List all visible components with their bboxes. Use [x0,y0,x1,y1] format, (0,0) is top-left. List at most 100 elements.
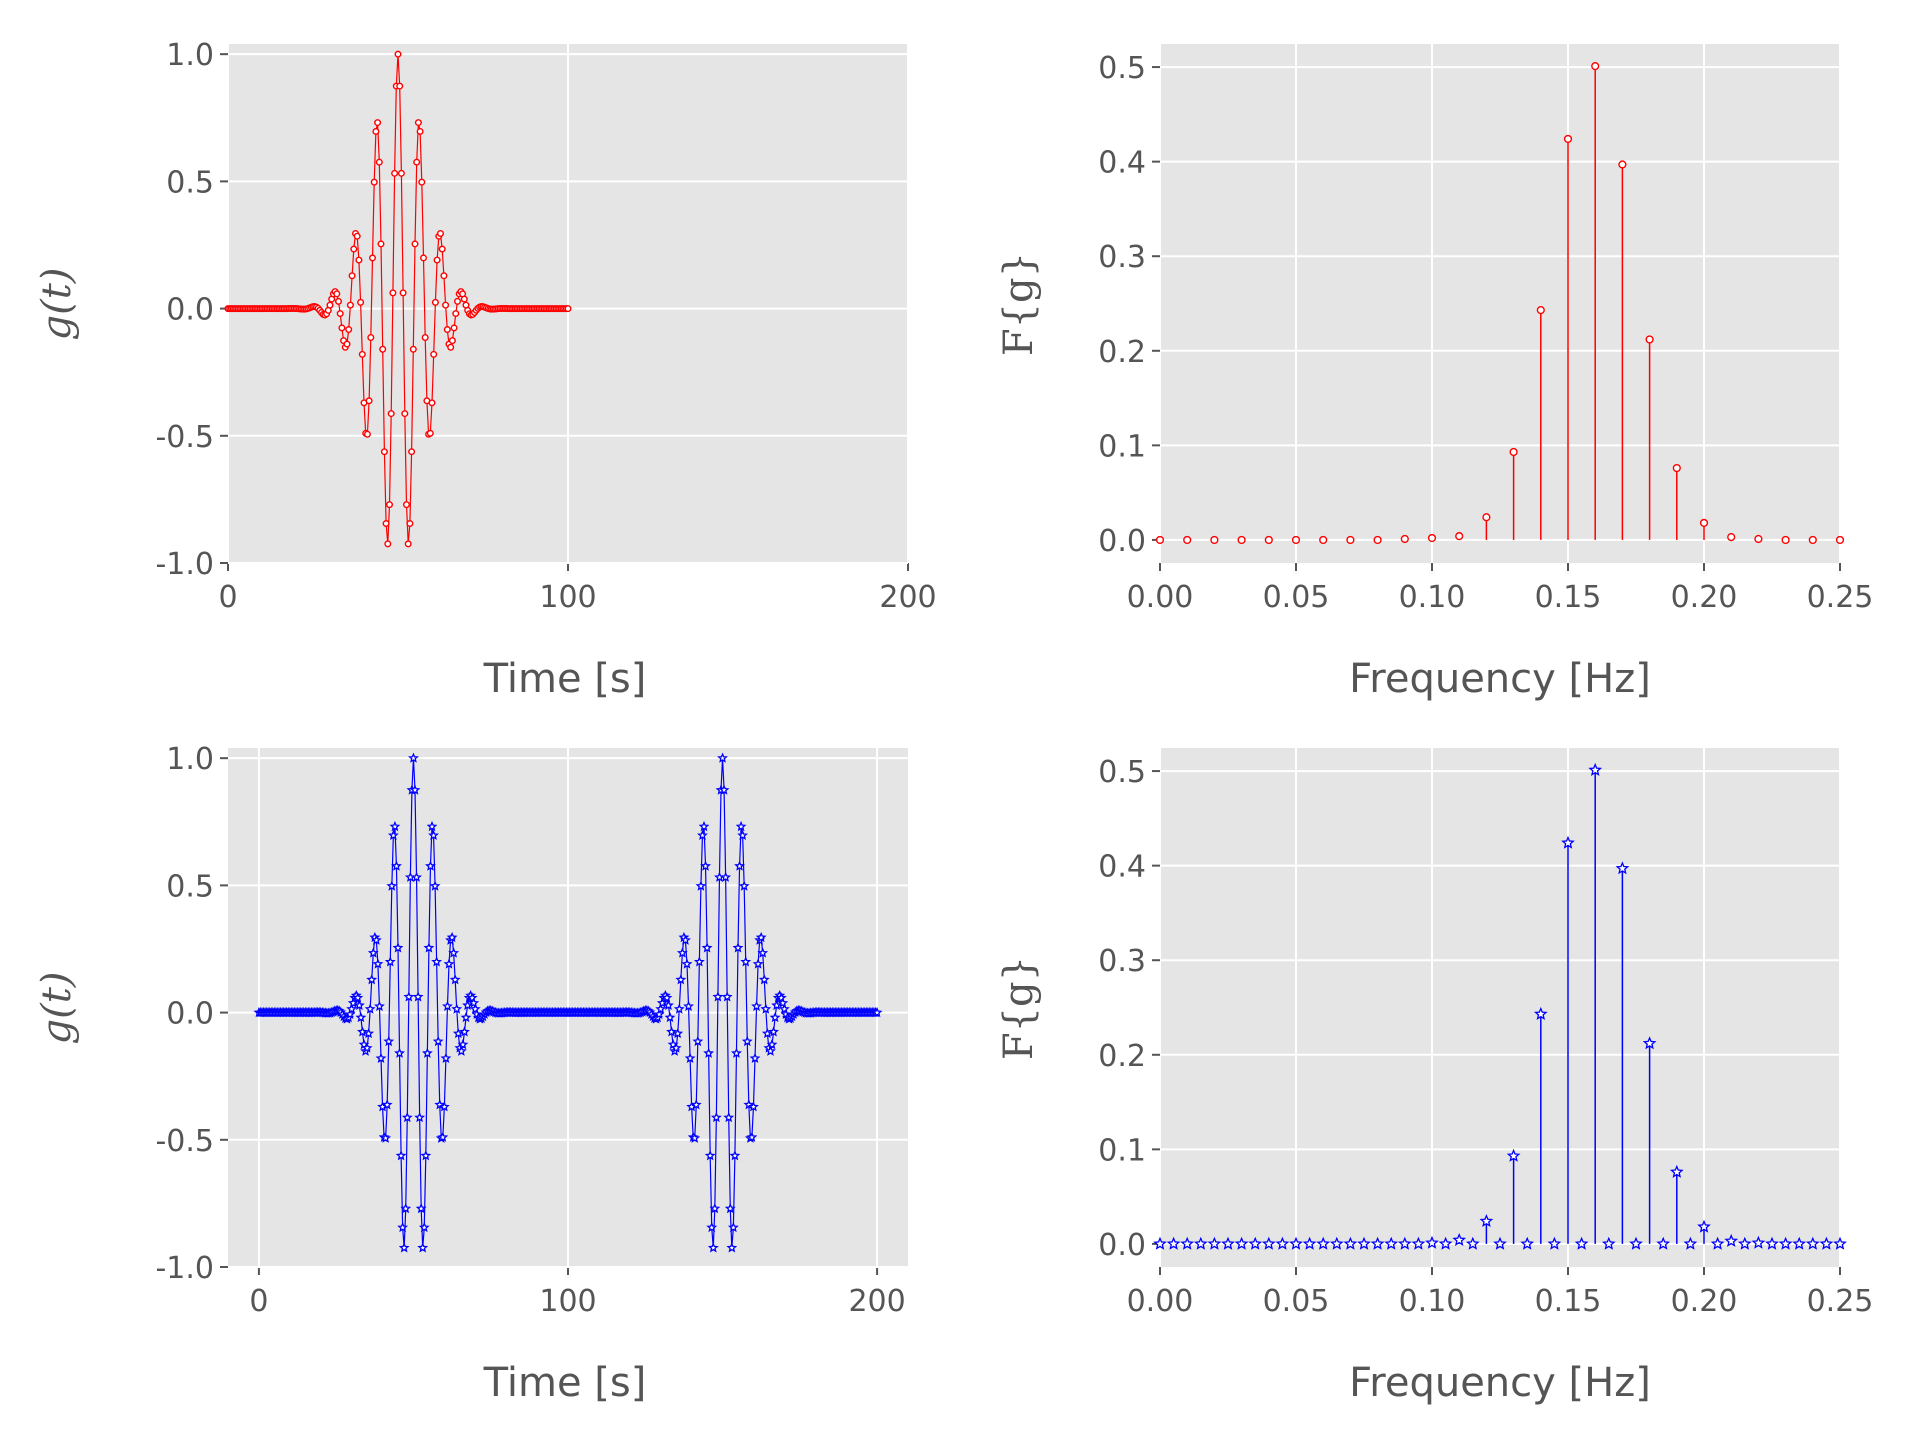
data-point [653,1008,665,1019]
data-point [386,501,394,509]
data-point [387,829,399,841]
stem-marker [1520,1236,1535,1250]
data-point [727,1221,739,1233]
data-point [387,410,395,418]
data-point [448,337,456,345]
data-point [701,942,713,953]
data-point [403,991,415,1002]
data-point [703,1047,715,1058]
data-point [710,1111,722,1123]
stem-marker [1183,535,1192,545]
data-point [355,1011,367,1023]
stem-marker [1155,535,1165,545]
y-tick-label: 0.0 [166,997,214,1032]
stem-marker [1751,1235,1766,1249]
x-tick-label: 0.20 [1671,580,1738,615]
stem-marker [1237,535,1246,545]
stem-marker [1329,1236,1344,1250]
data-point [363,430,371,438]
panel-top-right: 0.00 0.05 0.10 0.15 0.20 0.25 0.0 0.1 0.2 0.3 0.4 0… [996,44,1873,702]
data-point [689,1132,701,1143]
stem-marker [1370,1236,1385,1250]
data-point [442,301,450,309]
stem-marker [1275,1236,1290,1250]
data-point [741,1035,753,1047]
data-point [346,301,354,309]
data-point [426,429,434,437]
data-point [462,999,473,1011]
data-point [675,974,687,985]
stem-marker [1710,1236,1725,1250]
data-point [338,324,346,332]
x-tick-label: 200 [848,1284,905,1319]
data-point [438,1101,450,1112]
stem-marker [1479,1214,1494,1228]
x-tick-label: 0.05 [1263,580,1330,615]
data-point [718,784,730,795]
data-point [401,1111,413,1123]
stem-marker [1346,535,1355,545]
data-point [384,956,396,967]
y-tick-label: 0.5 [166,869,214,904]
y-tick-label: 1.0 [166,742,214,777]
data-point [389,820,401,832]
data-point [391,169,399,177]
data-point [755,931,767,943]
data-point [367,334,375,342]
data-point [403,501,411,509]
data-point [724,1202,736,1214]
data-point [413,158,421,166]
data-point [438,245,446,253]
data-point [409,345,417,353]
data-point [446,931,458,943]
data-point [391,860,402,871]
data-point [447,343,455,351]
data-point [431,298,439,306]
data-point [655,1003,667,1014]
stem-marker [1411,1236,1426,1250]
data-point [357,298,365,306]
y-tick-label: 0.3 [1098,944,1146,979]
data-point [451,1003,463,1014]
y-axis-label: F{g} [996,956,1042,1060]
data-point [381,1099,393,1110]
data-point [751,1000,762,1011]
stem-marker [1547,1236,1562,1250]
stem-marker [1400,534,1409,544]
data-point [429,880,441,891]
data-point [673,1003,685,1014]
y-tick-label: -0.5 [155,1124,214,1159]
stem-marker [1805,1236,1820,1250]
stem-marker [1153,1236,1167,1250]
data-point [452,310,460,318]
stem-marker [1509,447,1518,457]
data-point [697,829,708,841]
data-point [430,350,438,358]
x-tick-label: 0.10 [1399,1284,1466,1319]
data-point [670,1042,682,1053]
data-point [442,1000,453,1011]
data-point [397,1221,409,1233]
data-point [404,540,412,548]
x-axis-label: Time [s] [483,656,647,702]
stem-marker [1166,1236,1181,1250]
data-point [397,169,405,177]
stem-marker [1574,1236,1589,1250]
data-point [412,991,424,1002]
data-point [344,1008,356,1019]
data-point [443,326,451,334]
data-point [414,119,422,127]
data-point [426,820,438,832]
data-point [740,956,752,967]
data-point [365,397,373,405]
data-point [455,1045,467,1056]
data-point [370,178,378,186]
data-point [735,820,747,832]
data-point [460,295,468,303]
data-point [394,1047,405,1058]
data-point [379,345,387,353]
y-tick-label: -0.5 [155,420,214,455]
y-tick-label: 0.4 [1098,850,1146,885]
data-point [399,289,407,297]
stem-marker [1835,535,1845,545]
